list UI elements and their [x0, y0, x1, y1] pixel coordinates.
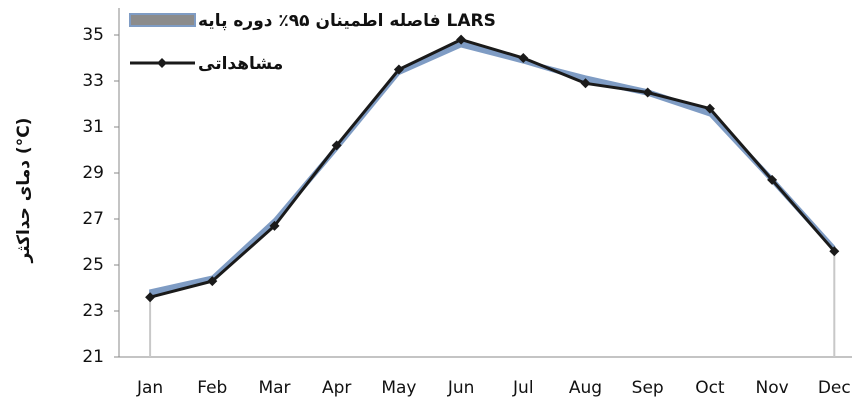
y-tick-label: 29 — [82, 163, 104, 183]
y-tick-label: 33 — [82, 71, 104, 91]
y-tick-label: 25 — [82, 255, 104, 275]
x-tick-label: May — [381, 378, 416, 398]
marker — [393, 64, 404, 75]
series-line — [149, 37, 836, 299]
marker — [331, 140, 342, 151]
marker — [829, 246, 840, 257]
marker — [145, 292, 156, 303]
legend-label: فاصله اطمینان ۹۵٪ دوره پایه LARS — [198, 11, 496, 31]
marker — [580, 78, 591, 89]
x-tick-label: Feb — [197, 378, 227, 398]
y-tick-label: 35 — [82, 25, 104, 45]
marker — [456, 34, 467, 45]
marker — [642, 87, 653, 98]
y-tick-label: 21 — [82, 347, 104, 367]
y-axis-title: دمای حداکثر (°C) — [14, 118, 34, 264]
legend-label: مشاهداتی — [198, 54, 283, 74]
x-tick-label: Jun — [447, 378, 475, 398]
x-tick-label: Sep — [632, 378, 664, 398]
x-tick-label: Jan — [136, 378, 163, 398]
legend-marker — [157, 58, 167, 68]
y-tick-label: 27 — [82, 209, 104, 229]
y-tick-label: 23 — [82, 301, 104, 321]
x-tick-label: Mar — [258, 378, 290, 398]
x-tick-label: Dec — [818, 378, 851, 398]
x-tick-label: Aug — [569, 378, 602, 398]
marker — [518, 53, 529, 63]
legend-swatch — [129, 13, 196, 27]
marker — [207, 276, 218, 287]
marker — [704, 103, 715, 114]
y-tick-label: 31 — [82, 117, 104, 137]
x-tick-label: Apr — [322, 378, 351, 398]
x-tick-label: Jul — [512, 378, 534, 398]
x-tick-label: Oct — [695, 378, 725, 398]
marker — [269, 220, 280, 231]
confidence-band — [149, 40, 836, 297]
x-tick-label: Nov — [756, 378, 789, 398]
marker — [767, 174, 778, 185]
